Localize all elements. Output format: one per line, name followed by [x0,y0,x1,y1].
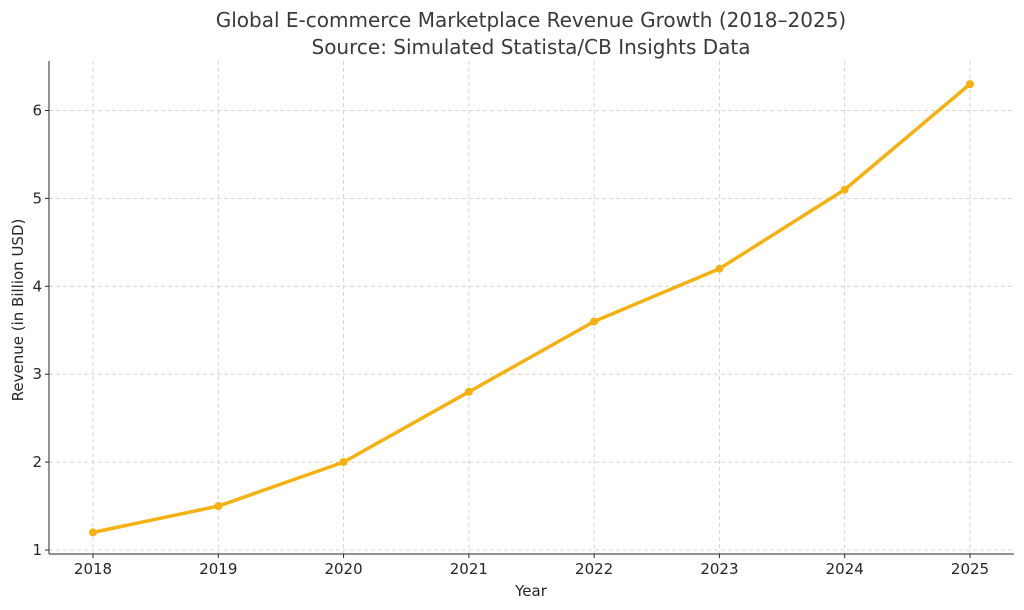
x-tick-label: 2018 [74,560,112,578]
axes: 2018 2019 2020 2021 2022 2023 2024 2025 1 2 3 4 5 6 [32,61,1014,578]
chart-subtitle: Source: Simulated Statista/CB Insights D… [312,35,751,59]
y-tick-label: 6 [32,102,42,120]
data-point [464,387,473,396]
data-point [840,185,849,194]
grid [49,61,1014,554]
x-tick-label: 2023 [700,560,738,578]
series-line [91,82,972,535]
x-tick-label: 2022 [575,560,613,578]
series-layer [89,80,974,537]
y-tick-label: 2 [32,453,42,471]
y-tick-label: 4 [32,277,42,295]
x-tick-label: 2024 [826,560,864,578]
data-point [715,264,724,273]
x-tick-label: 2019 [199,560,237,578]
data-point [214,502,223,511]
x-tick-label: 2020 [324,560,362,578]
y-axis-label: Revenue (in Billion USD) [9,219,27,402]
data-point [966,80,974,89]
x-tick-label: 2025 [951,560,989,578]
data-point [89,528,97,537]
data-point [339,458,348,467]
data-point [590,317,599,326]
y-tick-label: 3 [32,365,42,383]
y-tick-label: 1 [32,541,42,559]
chart-title: Global E-commerce Marketplace Revenue Gr… [216,8,846,32]
x-tick-label: 2021 [450,560,488,578]
x-axis-label: Year [514,582,548,600]
y-tick-label: 5 [32,189,42,207]
